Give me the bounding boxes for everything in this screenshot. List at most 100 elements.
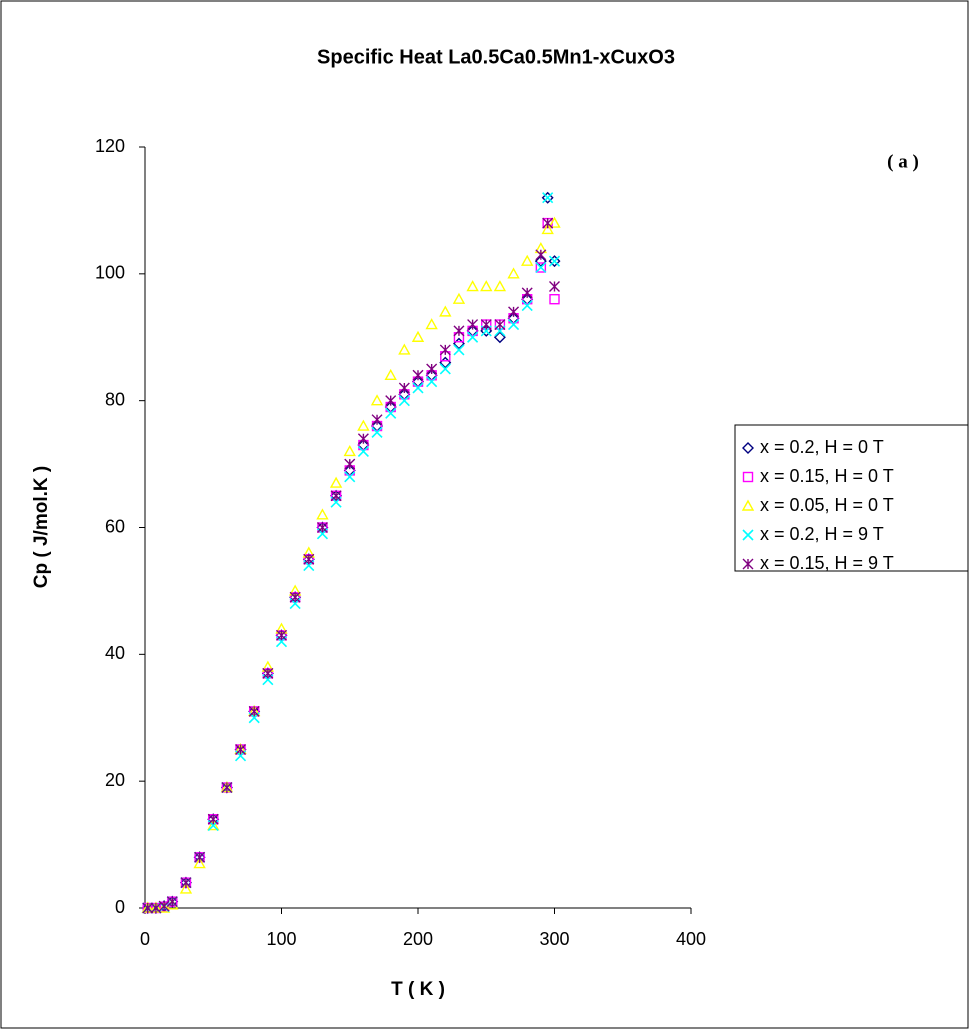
data-point xyxy=(385,407,397,419)
legend-marker xyxy=(742,558,754,570)
data-point xyxy=(207,813,219,825)
data-point xyxy=(542,217,554,229)
data-point xyxy=(535,249,547,261)
data-point xyxy=(453,344,465,356)
data-point xyxy=(535,262,547,273)
data-point xyxy=(330,490,342,502)
data-point xyxy=(541,191,554,204)
data-point xyxy=(248,705,260,717)
legend-marker xyxy=(742,442,754,454)
x-tick-label: 400 xyxy=(676,929,706,949)
data-point xyxy=(493,280,507,292)
legend-label: x = 0.15, H = 0 T xyxy=(760,466,894,486)
data-point xyxy=(521,299,533,312)
y-tick-label: 20 xyxy=(105,770,125,790)
data-point xyxy=(508,306,520,318)
data-point xyxy=(549,294,560,305)
data-point xyxy=(548,216,561,228)
data-point xyxy=(344,471,356,483)
data-point xyxy=(398,382,410,394)
legend-label: x = 0.2, H = 9 T xyxy=(760,524,884,544)
data-point xyxy=(289,591,301,603)
data-point xyxy=(507,267,520,279)
data-point xyxy=(370,394,384,406)
data-point xyxy=(303,553,315,565)
data-point xyxy=(426,363,438,375)
y-tick-label: 60 xyxy=(105,516,125,536)
data-point xyxy=(371,414,383,426)
data-point xyxy=(548,255,561,268)
data-point xyxy=(166,896,178,908)
data-point xyxy=(535,261,547,274)
data-point xyxy=(480,280,493,292)
data-point xyxy=(453,325,465,337)
data-point xyxy=(150,902,162,914)
data-point xyxy=(157,901,171,913)
data-point xyxy=(276,629,287,641)
data-point xyxy=(507,319,520,331)
x-tick-label: 300 xyxy=(539,929,569,949)
data-point xyxy=(467,319,479,331)
data-point xyxy=(521,254,534,266)
data-point xyxy=(466,280,479,292)
data-point xyxy=(549,281,560,293)
data-point xyxy=(357,433,369,445)
data-point xyxy=(158,900,170,912)
data-point xyxy=(329,476,343,488)
data-point xyxy=(207,819,220,831)
data-point xyxy=(521,287,533,299)
x-tick-label: 100 xyxy=(266,929,296,949)
y-tick-label: 100 xyxy=(95,263,125,283)
data-point xyxy=(439,363,451,375)
legend-label: x = 0.05, H = 0 T xyxy=(760,495,894,515)
data-point xyxy=(343,444,356,457)
data-point xyxy=(439,305,452,317)
annotation: ( a ) xyxy=(887,151,919,172)
y-tick-label: 80 xyxy=(105,389,125,409)
data-point xyxy=(548,255,561,267)
x-tick-label: 200 xyxy=(403,929,433,949)
y-tick-label: 120 xyxy=(95,136,125,156)
data-point xyxy=(534,255,547,268)
x-tick-label: 0 xyxy=(140,929,150,949)
data-point xyxy=(385,395,397,407)
y-tick-label: 0 xyxy=(115,897,125,917)
data-point xyxy=(142,902,154,914)
legend xyxy=(734,424,969,572)
x-axis-label: T ( K ) xyxy=(391,979,445,1000)
data-point xyxy=(398,343,411,355)
data-point xyxy=(452,292,466,304)
data-point xyxy=(193,857,206,869)
data-point xyxy=(411,330,425,342)
data-point xyxy=(316,522,328,533)
data-point xyxy=(541,223,554,235)
data-point xyxy=(371,426,383,438)
data-point xyxy=(412,382,424,394)
legend-marker xyxy=(741,499,755,511)
data-point xyxy=(542,192,554,204)
data-point xyxy=(357,419,370,431)
data-point xyxy=(425,318,438,330)
data-point xyxy=(412,369,424,381)
legend-marker xyxy=(742,529,754,541)
data-point xyxy=(316,508,329,520)
data-point xyxy=(344,458,356,470)
data-point xyxy=(493,331,506,344)
data-point xyxy=(426,376,438,388)
data-point xyxy=(235,743,247,755)
data-point xyxy=(384,368,397,380)
data-point xyxy=(494,319,506,331)
data-point xyxy=(194,851,206,863)
y-axis-label: Cp ( J/mol.K ) xyxy=(31,466,52,588)
legend-label: x = 0.2, H = 0 T xyxy=(760,437,884,457)
data-point xyxy=(357,445,369,457)
chart-title: Specific Heat La0.5Ca0.5Mn1-xCuxO3 xyxy=(317,46,675,68)
legend-label: x = 0.15, H = 9 T xyxy=(760,553,894,573)
data-point xyxy=(439,344,451,356)
data-point xyxy=(480,319,492,331)
data-point xyxy=(467,331,479,343)
data-point xyxy=(179,882,193,894)
data-point xyxy=(262,667,274,679)
data-point xyxy=(398,395,410,407)
